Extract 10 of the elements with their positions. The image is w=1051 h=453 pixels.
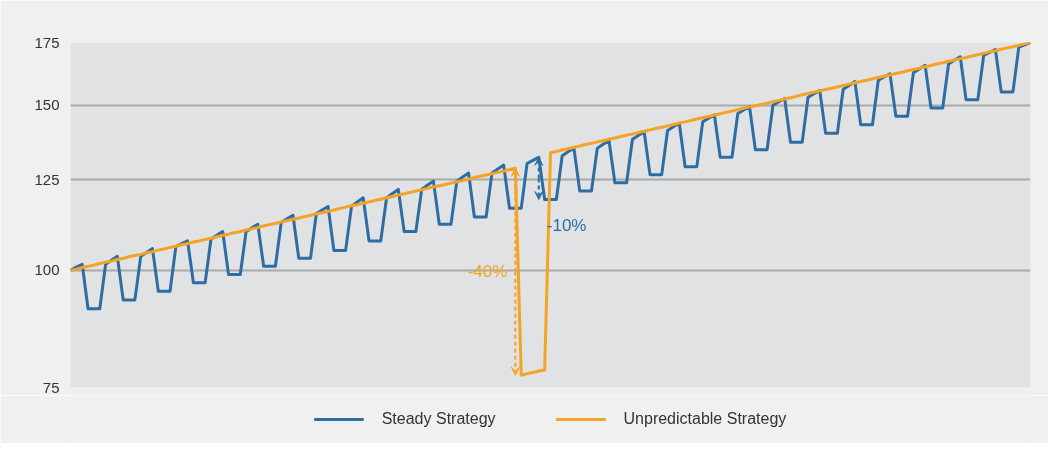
line-series: [70, 42, 1031, 377]
legend-label: Unpredictable Strategy: [623, 410, 787, 428]
y-tick-label: 125: [34, 170, 60, 188]
y-tick-label: 150: [34, 96, 60, 114]
y-tick-label: 175: [34, 33, 60, 51]
y-tick-label: 75: [42, 378, 60, 396]
line-series: [70, 42, 1031, 311]
legend-label: Steady Strategy: [381, 410, 496, 428]
y-tick-label: 100: [34, 261, 60, 279]
annotation: -40%: [467, 262, 508, 282]
